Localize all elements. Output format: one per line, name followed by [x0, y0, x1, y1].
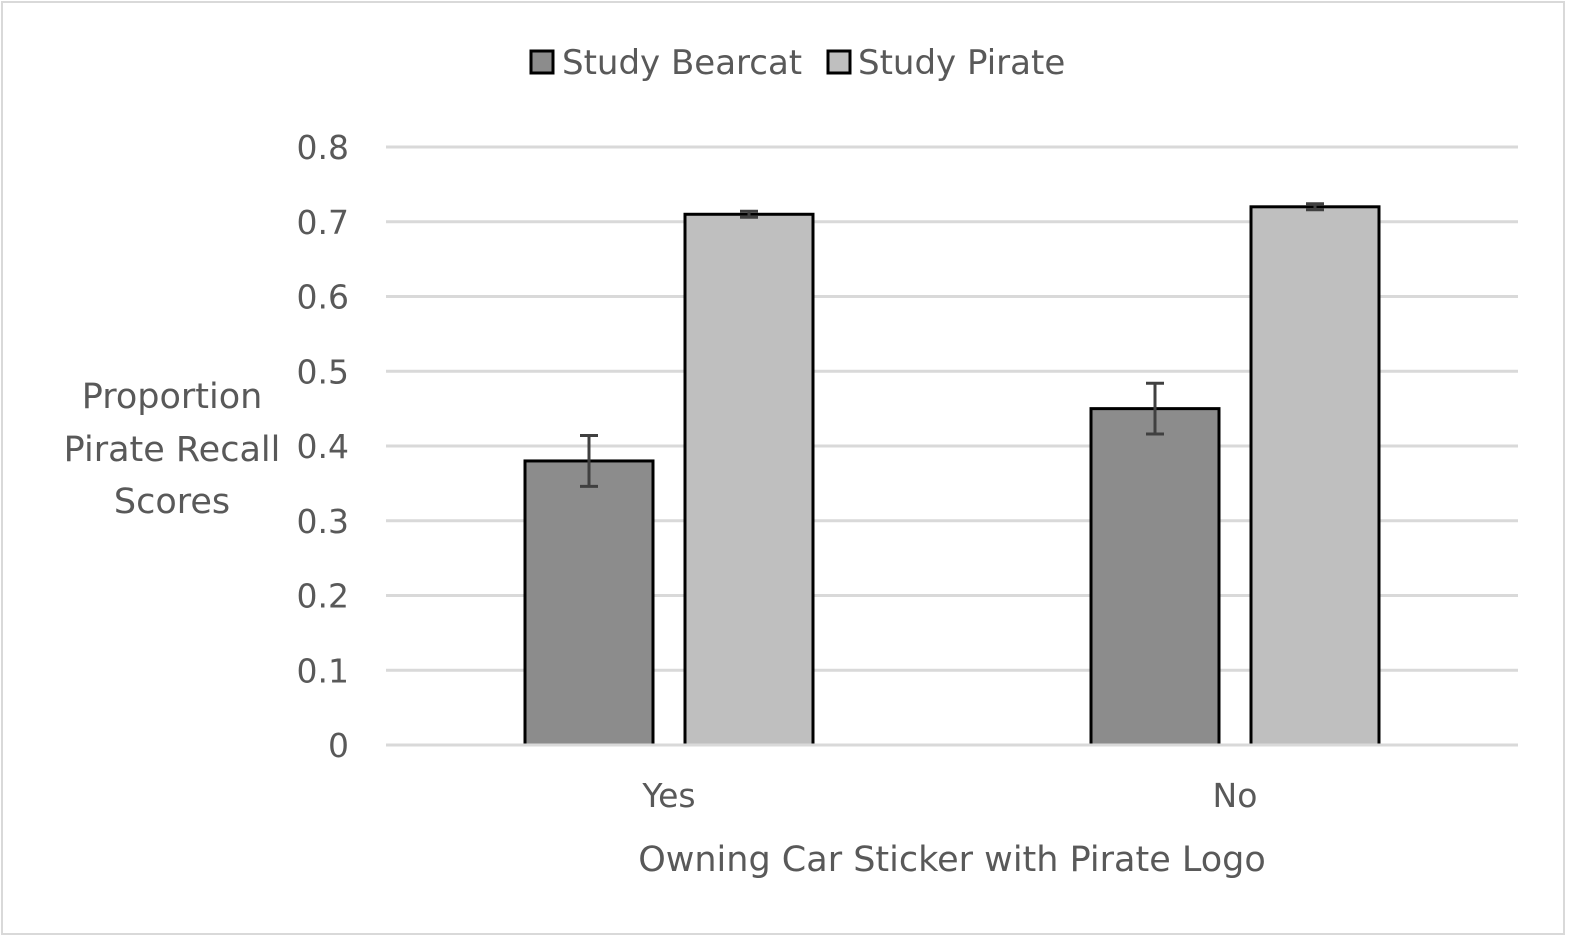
legend: Study Bearcat Study Pirate — [529, 43, 1065, 83]
y-axis-title: Proportion Pirate Recall Scores — [64, 377, 281, 522]
y-tick-label: 0.4 — [297, 427, 349, 466]
y-tick-label: 0.1 — [297, 651, 349, 690]
legend-swatch-study-bearcat — [529, 49, 555, 75]
y-tick-labels: 0 0.1 0.2 0.3 0.4 0.5 0.6 0.7 0.8 — [297, 128, 349, 765]
y-tick-label: 0.2 — [297, 577, 349, 616]
y-tick-label: 0.6 — [297, 278, 349, 317]
y-axis-title-line-3: Scores — [114, 482, 230, 522]
legend-label-study-bearcat: Study Bearcat — [562, 43, 802, 83]
bar — [683, 212, 815, 747]
bar — [523, 459, 655, 747]
legend-swatch-study-pirate — [826, 49, 852, 75]
x-tick-labels: Yes No — [641, 776, 1257, 815]
y-tick-label: 0.8 — [297, 128, 349, 167]
y-tick-label: 0.3 — [297, 502, 349, 541]
bar — [1249, 205, 1381, 747]
y-tick-label: 0 — [328, 726, 349, 765]
x-axis-title: Owning Car Sticker with Pirate Logo — [638, 840, 1266, 880]
y-tick-label: 0.7 — [297, 203, 349, 242]
y-axis-title-line-1: Proportion — [82, 377, 263, 417]
legend-label-study-pirate: Study Pirate — [858, 43, 1065, 83]
x-tick-label: No — [1213, 776, 1258, 815]
y-tick-label: 0.5 — [297, 352, 349, 391]
y-axis-title-line-2: Pirate Recall — [64, 430, 281, 470]
bar — [1089, 407, 1221, 747]
bars — [386, 205, 1518, 747]
x-tick-label: Yes — [641, 776, 695, 815]
error-bars — [580, 202, 1324, 488]
